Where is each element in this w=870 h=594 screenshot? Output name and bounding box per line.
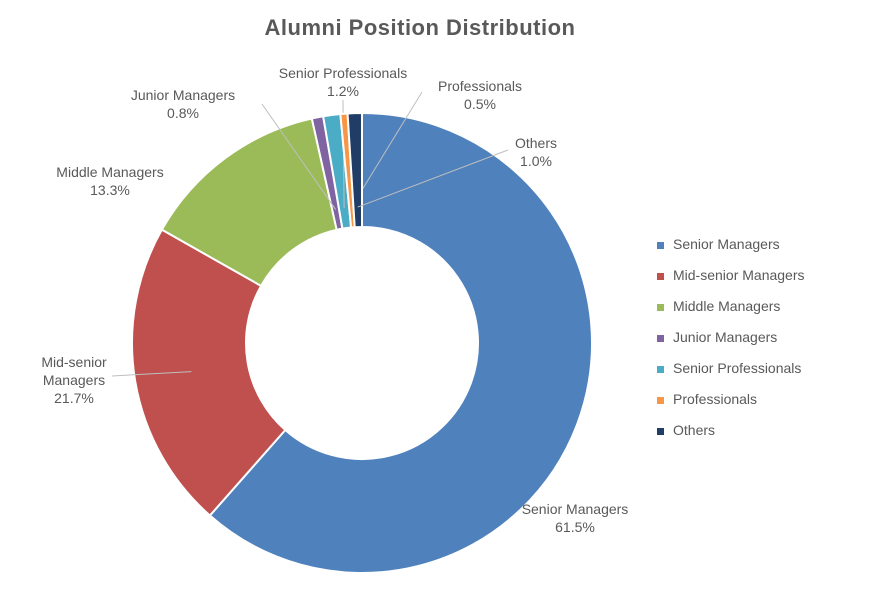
legend-label: Junior Managers	[673, 329, 778, 345]
legend-swatch	[657, 428, 664, 435]
data-label-name: Senior Managers	[521, 501, 629, 517]
legend-item: Junior Managers	[657, 329, 805, 360]
legend-label: Professionals	[673, 391, 758, 407]
data-label-value: 61.5%	[555, 519, 595, 535]
data-label: Others 1.0%	[515, 134, 557, 170]
data-label: Junior Managers 0.8%	[131, 86, 235, 122]
legend-swatch	[657, 397, 664, 404]
legend: Senior Managers Mid-senior Managers Middle…	[657, 236, 805, 453]
data-label: Mid-senior Managers 21.7%	[29, 353, 119, 407]
data-label-value: 1.2%	[327, 83, 359, 99]
legend-swatch	[657, 273, 664, 280]
leader-line	[261, 103, 337, 210]
donut-slice	[131, 228, 287, 517]
legend-item: Others	[657, 422, 805, 453]
donut-slice	[160, 117, 338, 288]
legend-swatch	[657, 304, 664, 311]
legend-item: Professionals	[657, 391, 805, 422]
data-label-name: Others	[514, 135, 558, 151]
data-label: Senior Managers 61.5%	[522, 500, 629, 536]
legend-label: Middle Managers	[673, 298, 781, 314]
data-label-name: Middle Managers	[56, 164, 164, 180]
legend-label: Senior Managers	[673, 236, 780, 252]
legend-item: Senior Managers	[657, 236, 805, 267]
legend-swatch	[657, 366, 664, 373]
donut-slice	[346, 111, 363, 229]
data-label: Senior Professionals 1.2%	[279, 64, 407, 100]
data-label-name: Senior Professionals	[278, 65, 408, 81]
legend-swatch	[657, 242, 664, 249]
donut-slice	[208, 111, 593, 574]
legend-label: Others	[673, 422, 716, 438]
data-label: Middle Managers 13.3%	[56, 163, 163, 199]
legend-label: Senior Professionals	[673, 360, 802, 376]
chart-title: Alumni Position Distribution	[264, 15, 576, 40]
data-label-name: Professionals	[437, 78, 523, 94]
leader-line	[350, 91, 423, 208]
legend-item: Senior Professionals	[657, 360, 805, 391]
data-label-value: 13.3%	[90, 182, 130, 198]
legend-swatch	[657, 335, 664, 342]
data-label-name: Junior Managers	[130, 87, 236, 103]
legend-item: Mid-senior Managers	[657, 267, 805, 298]
data-label-value: 0.8%	[167, 105, 199, 121]
leader-line	[111, 371, 192, 377]
data-label-name: Mid-senior Managers	[41, 354, 107, 388]
data-label-value: 21.7%	[54, 390, 94, 406]
leader-line	[357, 149, 509, 208]
data-label: Professionals 0.5%	[438, 77, 522, 113]
data-label-value: 1.0%	[520, 153, 552, 169]
data-label-value: 0.5%	[464, 96, 496, 112]
legend-item: Middle Managers	[657, 298, 805, 329]
legend-label: Mid-senior Managers	[673, 267, 805, 283]
